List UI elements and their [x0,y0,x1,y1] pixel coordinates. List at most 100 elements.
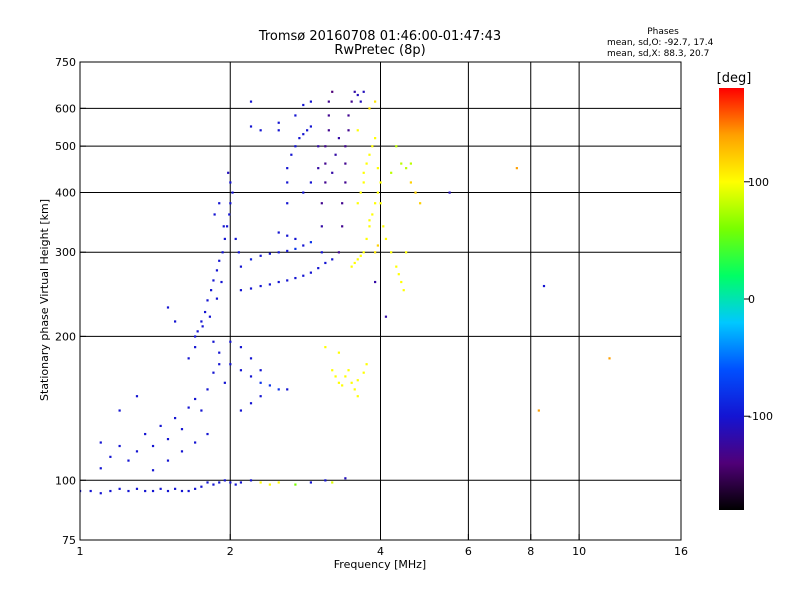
echo-point [239,409,243,412]
echo-point [180,428,184,431]
echo-point [405,167,408,170]
echo-point [223,381,226,384]
echo-point [331,258,334,261]
echo-point [327,129,330,132]
echo-point [166,459,170,462]
echo-point [337,351,341,354]
echo-point [317,267,320,270]
echo-point [89,489,92,493]
echo-point [337,381,341,384]
echo-point [306,129,309,132]
echo-point [173,487,177,490]
echo-point [220,280,223,284]
echo-point [212,279,215,282]
echo-point [368,153,371,156]
echo-point [302,103,305,107]
echo-point [353,261,356,265]
echo-point [374,202,377,205]
echo-point [371,213,374,216]
echo-point [286,167,289,170]
echo-point [320,251,323,254]
echo-point [286,234,289,237]
echo-point [368,219,371,222]
echo-point [212,483,215,486]
echo-point [397,273,400,276]
echo-point [151,489,155,493]
colorbar-tick-label: 0 [748,293,755,306]
echo-point [324,145,327,148]
echo-point [344,181,347,184]
echo-point [286,249,289,253]
echo-point [356,395,359,398]
echo-point [400,162,403,165]
echo-point [239,346,243,349]
echo-point [180,450,184,453]
echo-point [324,346,327,349]
echo-point [347,114,350,117]
echo-point [187,489,190,493]
echo-point [239,481,243,484]
echo-point [320,202,323,205]
echo-point [341,202,344,205]
echo-point [249,479,253,482]
echo-point [320,225,323,228]
echo-point [414,191,417,194]
echo-point [173,416,177,420]
echo-point [99,467,102,470]
echo-point [180,489,184,493]
echo-point [309,100,312,103]
x-tick-label: 6 [465,545,472,558]
echo-point [135,395,139,398]
echo-point [249,125,253,128]
echo-point [608,357,611,360]
echo-point [350,265,353,268]
echo-point [127,459,130,462]
echo-point [390,171,393,174]
echo-point [356,258,359,261]
echo-point [344,375,347,378]
echo-point [99,492,102,495]
echo-point [350,100,353,103]
echo-point [215,297,219,300]
echo-point [227,171,230,174]
echo-point [228,213,231,216]
echo-point [218,259,221,262]
echo-point [302,133,305,136]
echo-point [277,280,280,284]
echo-point [229,481,232,484]
echo-point [144,489,147,493]
echo-point [259,284,262,288]
echo-point [344,477,347,480]
echo-point [359,191,362,194]
stats-x-line: mean, sd,X: 88.3, 20.7 [607,49,709,59]
echo-point [359,100,362,103]
y-axis-label: Stationary phase Virtual Height [km] [38,199,51,401]
colorbar-label: [deg] [717,71,752,86]
echo-point [268,384,271,387]
echo-point [376,191,379,194]
colorbar [719,88,744,510]
echo-point [277,121,280,124]
echo-point [277,481,280,484]
echo-point [400,280,403,284]
echo-point [294,276,297,280]
echo-point [200,485,203,488]
echo-point [337,251,341,254]
echo-point [324,479,327,482]
x-tick-label: 4 [377,545,384,558]
echo-point [200,320,203,323]
echo-point [99,441,102,444]
echo-point [118,487,121,490]
echo-point [109,489,112,493]
echo-point [334,153,337,156]
echo-point [231,191,234,194]
echo-point [212,340,215,343]
echo-point [395,145,398,148]
echo-point [259,369,262,372]
echo-point [448,191,451,194]
plot-grid [80,62,681,540]
echo-point [249,287,253,290]
echo-point [344,145,347,148]
echo-point [209,289,213,292]
echo-point [362,251,365,254]
